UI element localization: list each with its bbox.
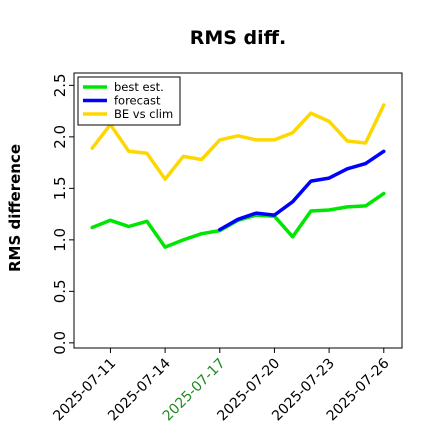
y-axis-label: RMS difference [6, 144, 24, 272]
series-line-be-vs-clim [90, 103, 386, 181]
y-tick-label: 1.5 [51, 176, 69, 200]
chart-title: RMS diff. [190, 27, 287, 49]
y-tick-label: 0.5 [51, 279, 69, 303]
y-tick-label: 0.0 [51, 331, 69, 355]
plot-frame [73, 72, 403, 349]
y-tick-label: 2.0 [51, 125, 69, 149]
y-tick-label: 2.5 [51, 73, 69, 97]
y-tick-label: 1.0 [51, 228, 69, 252]
legend-entry: BE vs clim [114, 107, 173, 121]
legend-entry: best est. [114, 80, 164, 94]
series-line-forecast [218, 149, 386, 232]
legend-entry: forecast [114, 94, 161, 108]
